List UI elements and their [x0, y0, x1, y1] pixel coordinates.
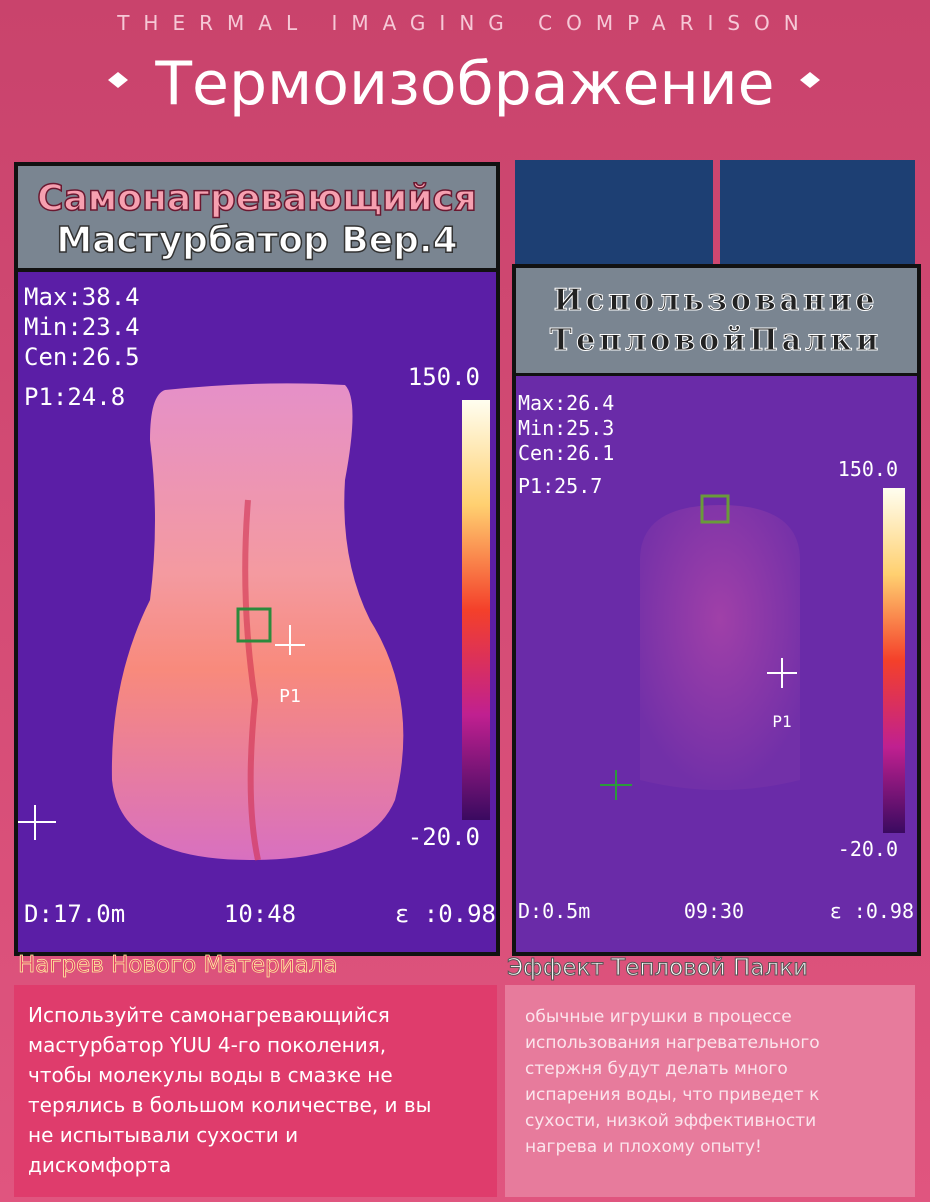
title: Термоизображение — [154, 49, 774, 119]
crosshair — [18, 625, 305, 840]
point-label: P1 — [772, 712, 791, 731]
description-line: мастурбатор YUU 4-го поколения, — [28, 1033, 386, 1057]
description: обычные игрушки в процессе использования … — [525, 1007, 820, 1157]
reading: P1:24.8 — [24, 383, 125, 411]
text-box — [505, 985, 915, 1197]
panel-title: ТепловойПалки — [550, 323, 882, 358]
description: Используйте самонагревающийся мастурбатор… — [28, 1003, 431, 1177]
color-scale — [883, 488, 905, 833]
description-line: стержня будут делать много — [525, 1059, 788, 1079]
seam — [242, 499, 261, 861]
color-scale — [462, 400, 490, 820]
marker-box — [236, 607, 272, 643]
description-line: обычные игрушки в процессе — [525, 1007, 792, 1027]
crosshair — [767, 658, 797, 688]
thermal-body — [111, 383, 404, 860]
emissivity: ε :0.98 — [395, 900, 496, 928]
panel-title: Самонагревающийся — [37, 178, 477, 219]
scale-min: -20.0 — [408, 823, 480, 851]
reading: P1:25.7 — [518, 474, 602, 498]
description-line: сухости, низкой эффективности — [525, 1111, 816, 1131]
reading: Min:25.3 — [518, 416, 614, 440]
time: 10:48 — [224, 900, 296, 928]
subtitle: THERMAL IMAGING COMPARISON — [116, 11, 813, 35]
description-line: Используйте самонагревающийся — [28, 1003, 390, 1027]
banner — [515, 160, 713, 265]
marker-box — [700, 494, 730, 524]
scale-min: -20.0 — [838, 837, 898, 861]
reading: Max:38.4 — [24, 283, 140, 311]
description-line: не испытывали сухости и — [28, 1123, 298, 1147]
scale-max: 150.0 — [838, 457, 898, 481]
description-line: терялись в большом количестве, и вы — [28, 1093, 431, 1117]
panel-header — [18, 166, 496, 268]
panel-header — [516, 268, 917, 373]
reading: Cen:26.5 — [24, 343, 140, 371]
reading: Cen:26.1 — [518, 441, 614, 465]
reading: Max:26.4 — [518, 391, 614, 415]
panel-title: Использование — [554, 283, 879, 318]
description-line: чтобы молекулы воды в смазке не — [28, 1063, 393, 1087]
point-label: P1 — [279, 686, 301, 707]
panel-title: Мастурбатор Вер.4 — [56, 220, 457, 261]
thermal-rod — [640, 505, 800, 790]
crosshair — [600, 770, 632, 800]
distance: D:17.0m — [24, 900, 125, 928]
description-line: испарения воды, что приведет к — [525, 1085, 819, 1105]
reading: Min:23.4 — [24, 313, 140, 341]
caption: Эффект Тепловой Палки — [507, 955, 808, 981]
description-line: дискомфорта — [28, 1153, 171, 1177]
distance: D:0.5m — [518, 899, 590, 923]
time: 09:30 — [684, 899, 744, 923]
emissivity: ε :0.98 — [830, 899, 914, 923]
caption: Нагрев Нового Материала — [18, 952, 337, 978]
description-line: использования нагревательного — [525, 1033, 820, 1053]
banner — [720, 160, 915, 265]
description-line: нагрева и плохому опыту! — [525, 1137, 762, 1157]
scale-max: 150.0 — [408, 363, 480, 391]
text-box — [14, 985, 497, 1197]
